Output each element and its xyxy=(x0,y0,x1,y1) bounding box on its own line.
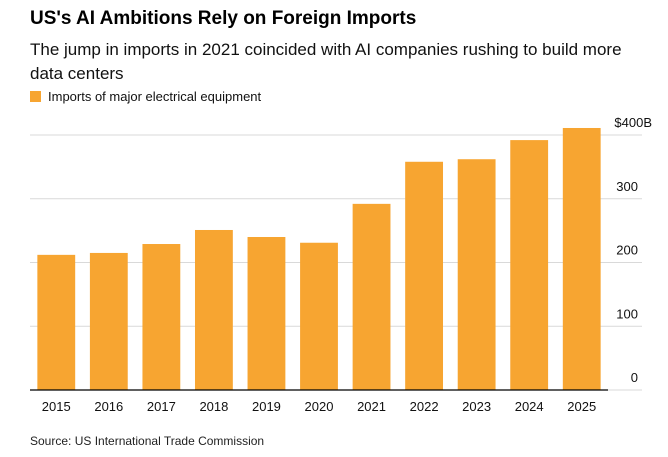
legend: Imports of major electrical equipment xyxy=(30,89,261,104)
x-tick-label: 2020 xyxy=(305,399,334,414)
y-tick-label: $400B xyxy=(614,115,652,130)
bar xyxy=(89,252,128,390)
x-tick-label: 2017 xyxy=(147,399,176,414)
bar xyxy=(194,229,233,390)
source: Source: US International Trade Commissio… xyxy=(30,434,265,448)
legend-swatch xyxy=(30,91,41,102)
x-tick-label: 2022 xyxy=(410,399,439,414)
x-tick-label: 2015 xyxy=(42,399,71,414)
x-tick-label: 2019 xyxy=(252,399,281,414)
y-tick-label: 100 xyxy=(616,306,638,321)
x-tick-label: 2023 xyxy=(462,399,491,414)
bar xyxy=(562,127,601,391)
y-tick-label: 200 xyxy=(616,243,638,258)
bar xyxy=(142,244,181,390)
chart: 0 100 200 300 $400B 2015 2016 2017 2018 2019 2020 2… xyxy=(30,115,652,414)
x-tick-label: 2016 xyxy=(94,399,123,414)
x-tick-label: 2021 xyxy=(357,399,386,414)
x-tick-label: 2025 xyxy=(567,399,596,414)
bar xyxy=(247,237,286,390)
bar xyxy=(457,159,496,390)
chart-subtitle: The jump in imports in 2021 coincided wi… xyxy=(30,40,622,83)
bar xyxy=(37,254,76,390)
bar xyxy=(405,161,444,390)
bar xyxy=(510,140,549,390)
y-tick-label: 300 xyxy=(616,179,638,194)
bar xyxy=(352,203,391,390)
legend-label: Imports of major electrical equipment xyxy=(48,89,262,104)
x-tick-label: 2018 xyxy=(199,399,228,414)
y-tick-label: 0 xyxy=(631,370,638,385)
chart-title: US's AI Ambitions Rely on Foreign Import… xyxy=(30,8,417,29)
x-tick-label: 2024 xyxy=(515,399,544,414)
bar xyxy=(300,242,338,390)
